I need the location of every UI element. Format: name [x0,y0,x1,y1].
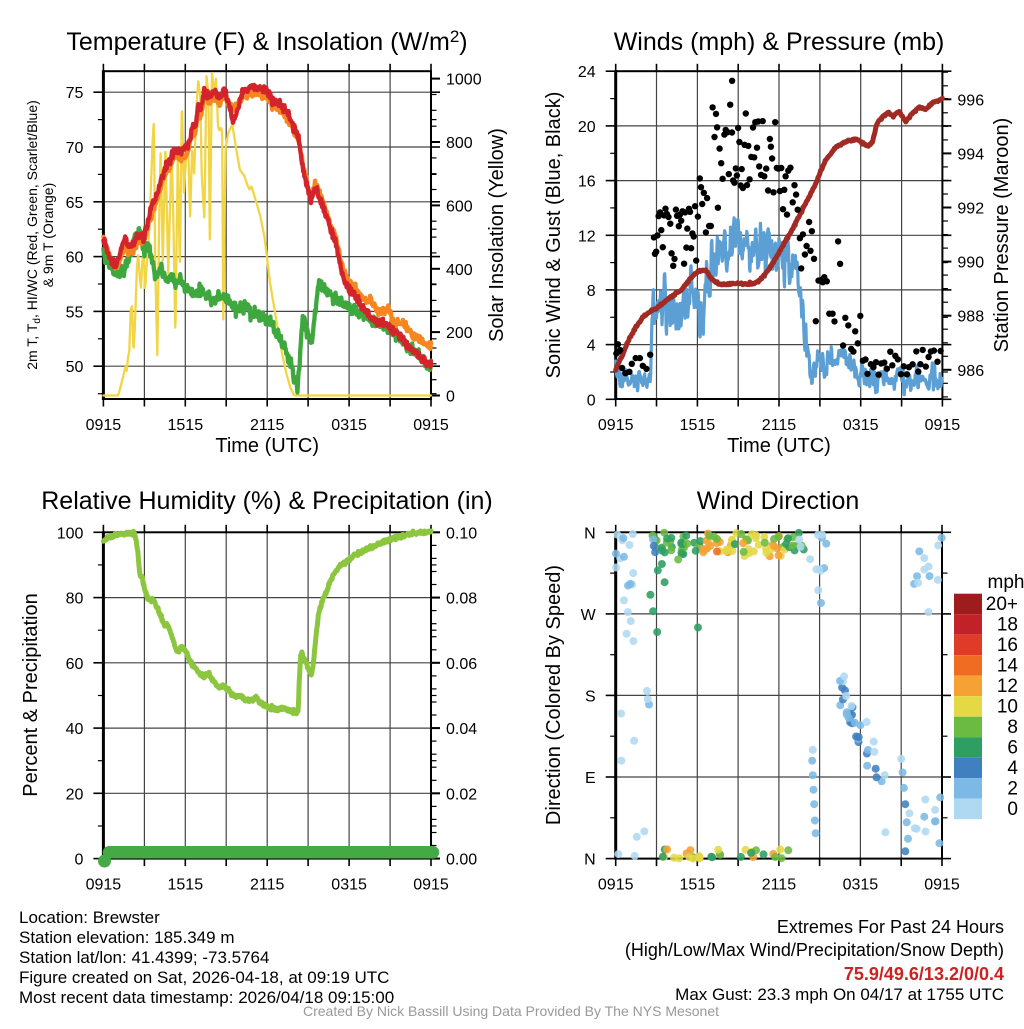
svg-text:24: 24 [578,64,596,81]
svg-text:2: 2 [1007,779,1018,800]
svg-text:988: 988 [957,309,984,326]
svg-text:Relative Humidity (%) & Precip: Relative Humidity (%) & Precipitation (i… [41,487,493,515]
svg-text:0915: 0915 [413,417,449,434]
svg-text:40: 40 [66,721,84,738]
svg-text:Extremes For Past 24 Hours: Extremes For Past 24 Hours [777,917,1004,937]
svg-text:0915: 0915 [924,877,960,894]
svg-text:10: 10 [997,697,1018,718]
svg-text:70: 70 [66,140,84,157]
svg-text:0.00: 0.00 [446,852,477,869]
svg-text:0315: 0315 [843,417,879,434]
svg-text:1515: 1515 [680,417,716,434]
svg-text:16: 16 [997,635,1018,656]
svg-text:Station Pressure (Maroon): Station Pressure (Maroon) [991,118,1013,353]
svg-text:Time (UTC): Time (UTC) [215,435,319,457]
svg-text:0.04: 0.04 [446,721,477,738]
svg-text:(High/Low/Max Wind/Precipitati: (High/Low/Max Wind/Precipitation/Snow De… [625,940,1004,960]
svg-text:Winds (mph) & Pressure (mb): Winds (mph) & Pressure (mb) [614,28,945,56]
svg-text:S: S [585,688,596,705]
svg-text:20: 20 [578,119,596,136]
svg-text:20: 20 [66,786,84,803]
svg-text:20+: 20+ [986,594,1018,615]
svg-text:W: W [581,607,597,624]
svg-text:75: 75 [66,85,84,102]
svg-text:75.9/49.6/13.2/0/0.4: 75.9/49.6/13.2/0/0.4 [844,964,1004,984]
svg-text:Station lat/lon: 41.4399; -73.: Station lat/lon: 41.4399; -73.5764 [19,948,269,967]
svg-text:2115: 2115 [762,877,797,894]
svg-text:0315: 0315 [843,877,879,894]
svg-text:60: 60 [66,250,84,267]
svg-text:16: 16 [578,174,596,191]
svg-text:Max Gust: 23.3 mph On 04/17 at: Max Gust: 23.3 mph On 04/17 at 1755 UTC [675,985,1004,1004]
svg-text:0915: 0915 [925,417,961,434]
svg-text:mph: mph [988,572,1024,593]
svg-text:0: 0 [587,392,596,409]
svg-text:0.08: 0.08 [446,591,477,608]
svg-text:Temperature (F) & Insolation (: Temperature (F) & Insolation (W/m2) [66,27,467,56]
svg-text:400: 400 [446,262,473,279]
svg-text:Solar Insolation (Yellow): Solar Insolation (Yellow) [486,128,508,342]
svg-text:Percent & Precipitation: Percent & Precipitation [20,593,42,796]
svg-text:8: 8 [1007,717,1018,738]
svg-text:80: 80 [66,591,84,608]
svg-text:0915: 0915 [86,877,122,894]
svg-text:0.10: 0.10 [446,525,477,542]
svg-text:Wind Direction: Wind Direction [697,487,860,515]
svg-text:200: 200 [446,325,473,342]
svg-text:994: 994 [957,146,984,163]
svg-text:2115: 2115 [250,417,285,434]
svg-text:1515: 1515 [168,417,204,434]
svg-text:2115: 2115 [762,417,797,434]
svg-text:0: 0 [1007,799,1018,820]
svg-text:0315: 0315 [331,877,367,894]
svg-text:800: 800 [446,135,473,152]
svg-text:Time (UTC): Time (UTC) [727,435,831,457]
svg-text:Location: Brewster: Location: Brewster [19,908,160,927]
svg-text:2m T, Td, HI/WC (Red, Green, S: 2m T, Td, HI/WC (Red, Green, Scarlet/Blu… [24,100,43,370]
svg-text:8: 8 [587,283,596,300]
svg-text:0315: 0315 [331,417,367,434]
svg-text:Most recent data timestamp: 20: Most recent data timestamp: 2026/04/18 0… [19,988,394,1007]
svg-text:Station elevation: 185.349 m: Station elevation: 185.349 m [19,928,234,947]
svg-text:2115: 2115 [250,877,285,894]
svg-text:& 9m T (Orange): & 9m T (Orange) [40,183,56,288]
svg-text:100: 100 [57,525,84,542]
svg-text:0.06: 0.06 [446,656,477,673]
svg-text:Sonic Wind & Gust (Blue, Black: Sonic Wind & Gust (Blue, Black) [543,92,565,379]
svg-text:0915: 0915 [86,417,122,434]
svg-text:N: N [584,525,596,542]
svg-text:600: 600 [446,198,473,215]
svg-text:0915: 0915 [598,877,634,894]
svg-text:0915: 0915 [598,417,634,434]
svg-text:4: 4 [587,338,596,355]
svg-text:992: 992 [957,201,984,218]
svg-text:65: 65 [66,195,84,212]
svg-text:1515: 1515 [168,877,204,894]
svg-text:N: N [584,852,596,869]
svg-text:4: 4 [1007,758,1018,779]
svg-text:12: 12 [997,676,1018,697]
svg-text:996: 996 [957,92,984,109]
svg-text:0.02: 0.02 [446,786,477,803]
svg-text:Direction (Colored By Speed): Direction (Colored By Speed) [543,565,565,825]
svg-text:Figure created on Sat, 2026-04: Figure created on Sat, 2026-04-18, at 09… [19,968,389,987]
svg-text:0915: 0915 [413,877,449,894]
svg-text:986: 986 [957,363,984,380]
svg-text:50: 50 [66,359,84,376]
svg-text:1000: 1000 [446,72,482,89]
svg-text:55: 55 [66,304,84,321]
svg-text:60: 60 [66,656,84,673]
svg-text:1515: 1515 [680,877,716,894]
svg-text:6: 6 [1007,738,1018,759]
svg-text:990: 990 [957,255,984,272]
svg-text:12: 12 [578,228,596,245]
svg-text:E: E [585,770,596,787]
svg-text:0: 0 [446,389,455,406]
svg-text:0: 0 [74,852,83,869]
svg-text:18: 18 [997,615,1018,636]
svg-text:Created By Nick Bassill Using: Created By Nick Bassill Using Data Provi… [303,1003,719,1019]
svg-text:14: 14 [997,656,1019,677]
